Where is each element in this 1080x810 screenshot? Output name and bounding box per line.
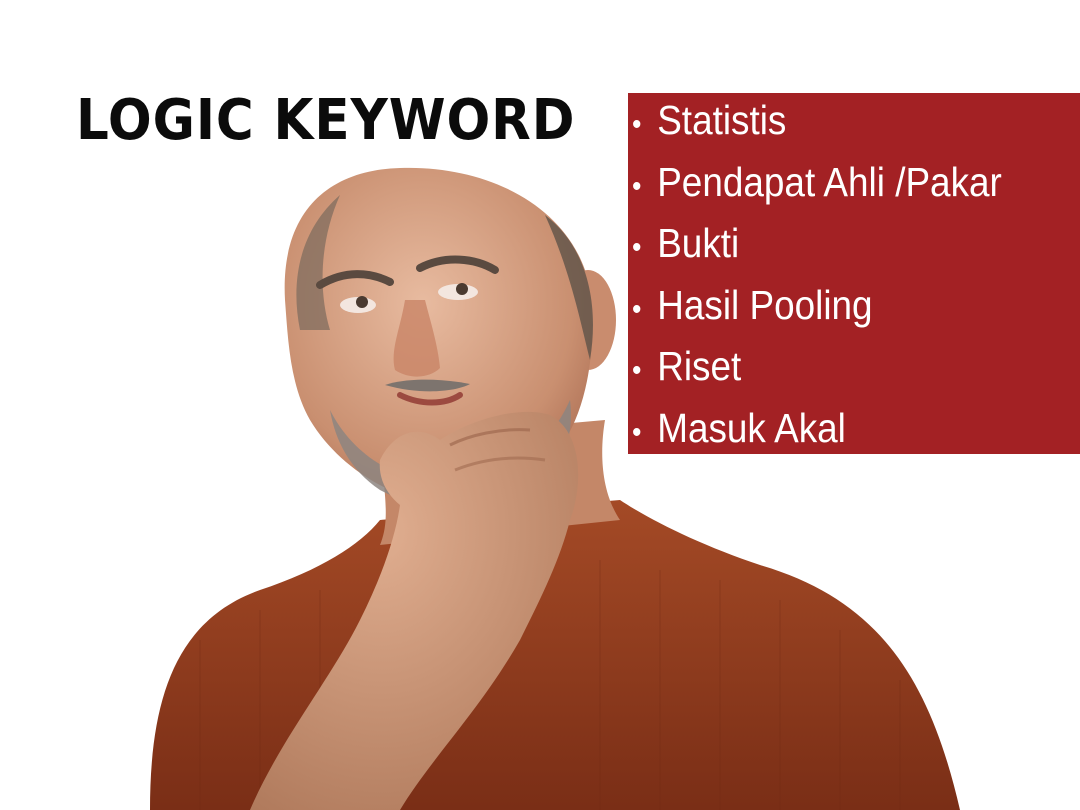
keyword-list: • Statistis • Pendapat Ahli /Pakar • Buk… [632, 95, 1080, 464]
keyword-label: Hasil Pooling [657, 281, 873, 328]
keyword-label: Masuk Akal [657, 404, 846, 451]
keyword-box: • Statistis • Pendapat Ahli /Pakar • Buk… [628, 93, 1080, 454]
bullet-icon: • [632, 415, 642, 449]
keyword-item: • Hasil Pooling [632, 280, 1035, 342]
keyword-item: • Masuk Akal [632, 403, 1035, 465]
bullet-icon: • [632, 108, 642, 141]
slide-title: LOGIC KEYWORD [76, 88, 576, 153]
keyword-label: Pendapat Ahli /Pakar [657, 158, 1002, 205]
keyword-label: Statistis [657, 97, 787, 143]
keyword-item: • Bukti [632, 218, 1035, 280]
bullet-icon: • [632, 292, 642, 326]
keyword-label: Riset [657, 343, 742, 389]
keyword-item: • Pendapat Ahli /Pakar [632, 157, 1035, 219]
bullet-icon: • [632, 354, 642, 387]
keyword-item: • Statistis [632, 95, 1035, 157]
bullet-icon: • [632, 169, 642, 203]
keyword-label: Bukti [657, 220, 740, 266]
bullet-icon: • [632, 231, 642, 264]
keyword-item: • Riset [632, 341, 1035, 403]
